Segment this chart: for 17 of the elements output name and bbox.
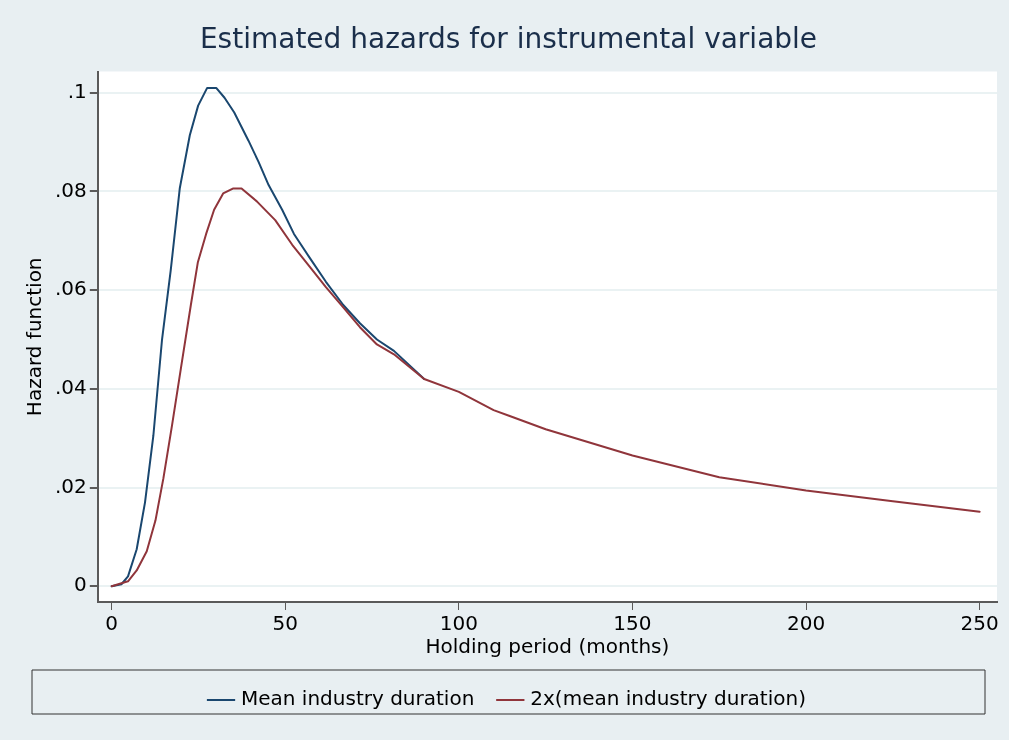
legend-label: 2x(mean industry duration) — [530, 686, 806, 711]
legend-label: Mean industry duration — [241, 686, 475, 711]
chart-title: Estimated hazards for instrumental variable — [199, 22, 818, 56]
y-tick-label: .1 — [67, 79, 87, 104]
x-tick-label: 50 — [272, 611, 299, 636]
y-tick-label: .08 — [54, 177, 87, 202]
x-axis-title: Holding period (months) — [425, 634, 670, 659]
y-tick-label: .02 — [54, 473, 87, 498]
y-axis-title: Hazard function — [22, 257, 47, 417]
x-tick-label: 150 — [613, 611, 652, 636]
y-tick-label: 0 — [74, 572, 87, 597]
y-tick-label: .04 — [54, 375, 87, 400]
x-tick-label: 100 — [439, 611, 478, 636]
x-tick-label: 0 — [105, 611, 119, 636]
x-tick-label: 200 — [786, 611, 826, 636]
x-tick-label: 250 — [960, 611, 999, 636]
y-tick-label: .06 — [54, 276, 87, 301]
